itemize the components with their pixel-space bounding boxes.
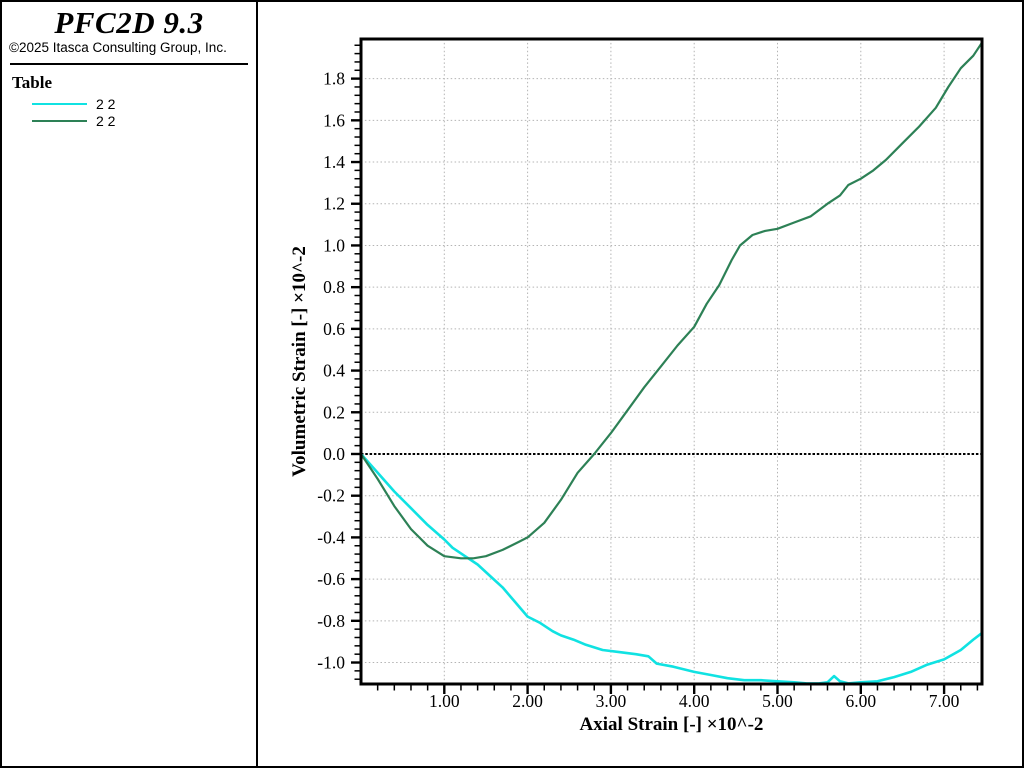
panel-divider bbox=[10, 63, 248, 65]
legend-label-0: 2 2 bbox=[96, 95, 116, 112]
plot-frame bbox=[359, 37, 984, 686]
x-tick-label: 7.00 bbox=[929, 691, 960, 711]
y-tick-label: -0.4 bbox=[317, 527, 345, 547]
y-axis-title: Volumetric Strain [-] ×10^-2 bbox=[289, 246, 310, 477]
y-tick-label: 0.2 bbox=[323, 402, 345, 422]
y-tick-label: 0.8 bbox=[323, 277, 345, 297]
legend-swatch-1 bbox=[32, 119, 87, 122]
x-tick-label: 5.00 bbox=[762, 691, 793, 711]
x-tick-label: 3.00 bbox=[596, 691, 627, 711]
legend-title: Table bbox=[12, 73, 53, 92]
x-tick-label: 2.00 bbox=[512, 691, 543, 711]
app-title: PFC2D 9.3 bbox=[54, 5, 204, 40]
legend-swatch-0 bbox=[32, 102, 87, 105]
y-tick-label: 1.2 bbox=[323, 194, 345, 214]
y-tick-label: 1.8 bbox=[323, 69, 345, 89]
x-tick-label: 6.00 bbox=[845, 691, 876, 711]
y-tick-label: -0.8 bbox=[317, 611, 345, 631]
y-tick-label: 0.0 bbox=[323, 444, 345, 464]
x-axis-title: Axial Strain [-] ×10^-2 bbox=[580, 714, 764, 735]
y-tick-label: 1.0 bbox=[323, 235, 345, 255]
series-line-1 bbox=[359, 42, 983, 560]
legend-item-0: 2 2 bbox=[2, 95, 256, 112]
x-tick-label: 1.00 bbox=[429, 691, 460, 711]
copyright-text: ©2025 Itasca Consulting Group, Inc. bbox=[9, 40, 227, 55]
y-tick-label: 1.4 bbox=[323, 152, 345, 172]
legend-label-1: 2 2 bbox=[96, 112, 116, 129]
y-tick-label: -0.6 bbox=[317, 569, 345, 589]
series-line-0 bbox=[359, 452, 983, 685]
legend-item-1: 2 2 bbox=[2, 112, 256, 129]
info-panel: PFC2D 9.3 ©2025 Itasca Consulting Group,… bbox=[2, 2, 258, 766]
y-tick-label: 1.6 bbox=[323, 110, 345, 130]
y-tick-label: -0.2 bbox=[317, 486, 345, 506]
y-tick-label: -1.0 bbox=[317, 653, 345, 673]
x-tick-label: 4.00 bbox=[679, 691, 710, 711]
y-tick-label: 0.6 bbox=[323, 319, 345, 339]
y-tick-label: 0.4 bbox=[323, 361, 345, 381]
